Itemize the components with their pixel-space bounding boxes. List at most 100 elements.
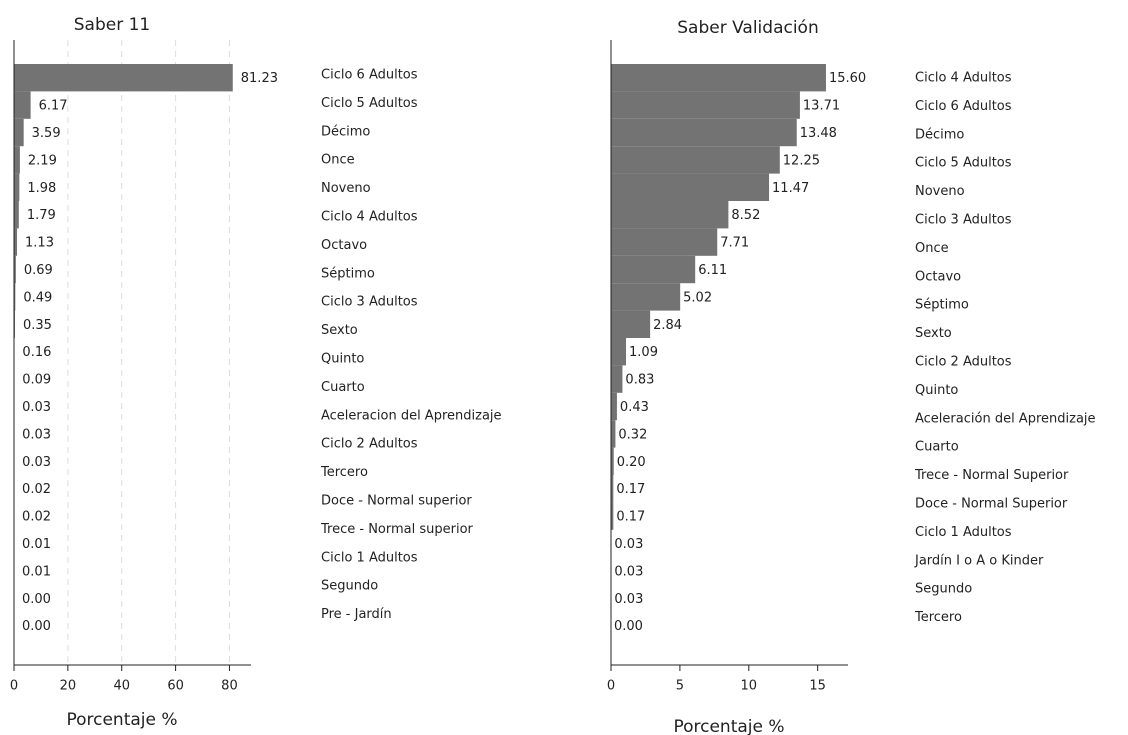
value-label: 0.35 (23, 318, 52, 333)
category-label: Ciclo 3 Adultos (915, 213, 1012, 228)
value-label: 1.13 (25, 236, 54, 251)
value-label: 6.11 (698, 263, 727, 278)
x-axis-title: Porcentaje % (673, 717, 784, 735)
category-label: Doce - Normal superior (321, 494, 472, 509)
x-tick-label: 0 (607, 679, 615, 694)
value-label: 0.16 (22, 345, 51, 360)
category-label: Octavo (321, 238, 367, 253)
category-label: Trece - Normal Superior (914, 468, 1069, 483)
value-label: 1.09 (629, 345, 658, 360)
value-label: 5.02 (683, 290, 712, 305)
category-label: Ciclo 2 Adultos (915, 355, 1012, 370)
value-label: 12.25 (783, 153, 820, 168)
bar (611, 201, 729, 229)
value-label: 3.59 (32, 126, 61, 141)
category-label: Séptimo (915, 298, 969, 313)
value-label: 0.00 (22, 619, 51, 634)
category-label: Séptimo (321, 266, 375, 281)
category-label: Quinto (915, 383, 958, 398)
bar (14, 118, 24, 147)
value-label: 0.09 (22, 373, 51, 388)
value-label: 11.47 (772, 181, 809, 196)
category-label: Ciclo 1 Adultos (915, 525, 1012, 540)
category-label: Sexto (915, 326, 952, 341)
value-label: 7.71 (720, 236, 749, 251)
value-label: 0.20 (617, 455, 646, 470)
category-label: Ciclo 3 Adultos (321, 295, 418, 310)
value-label: 0.03 (22, 427, 51, 442)
category-label: Ciclo 4 Adultos (915, 71, 1012, 86)
x-tick-label: 40 (113, 679, 130, 694)
category-label: Ciclo 6 Adultos (321, 68, 418, 83)
category-label: Aceleracion del Aprendizaje (321, 408, 502, 423)
chart-title: Saber 11 (74, 15, 150, 35)
category-label: Décimo (321, 124, 370, 139)
category-label: Tercero (914, 610, 962, 625)
bar (611, 392, 617, 421)
category-label: Pre - Jardín (321, 607, 392, 622)
category-label: Trece - Normal superior (320, 522, 474, 537)
category-label: Cuarto (321, 380, 365, 395)
bar (611, 91, 800, 119)
value-label: 0.49 (23, 290, 52, 305)
value-label: 0.03 (614, 537, 643, 552)
chart-title: Saber Validación (677, 18, 818, 38)
value-label: 81.23 (241, 71, 278, 86)
bar (14, 228, 18, 256)
x-tick-label: 60 (167, 679, 184, 694)
value-label: 0.03 (22, 455, 51, 470)
value-label: 0.00 (22, 592, 51, 607)
value-label: 2.19 (28, 153, 57, 168)
bar (611, 475, 614, 503)
x-axis-title: Porcentaje % (66, 710, 177, 730)
category-label: Once (321, 153, 355, 168)
bar (611, 420, 616, 448)
category-label: Octavo (915, 269, 961, 284)
bar (611, 228, 718, 256)
category-label: Segundo (321, 579, 378, 594)
category-label: Décimo (915, 127, 964, 142)
bar (611, 255, 696, 284)
bar (611, 118, 797, 147)
value-label: 0.17 (616, 510, 645, 525)
category-label: Cuarto (915, 440, 959, 455)
bar (14, 283, 16, 311)
category-label: Ciclo 1 Adultos (321, 550, 418, 565)
category-label: Ciclo 5 Adultos (321, 96, 418, 111)
x-tick-label: 15 (809, 679, 826, 694)
x-tick-label: 20 (60, 679, 77, 694)
bar (611, 310, 651, 338)
value-label: 6.17 (39, 99, 68, 114)
value-label: 0.69 (24, 263, 53, 278)
category-label: Doce - Normal Superior (915, 497, 1068, 512)
value-label: 1.79 (27, 208, 56, 223)
bar (14, 201, 19, 229)
bar (611, 173, 770, 201)
x-tick-label: 10 (741, 679, 758, 694)
category-label: Ciclo 6 Adultos (915, 99, 1012, 114)
x-tick-label: 0 (10, 679, 18, 694)
category-label: Sexto (321, 323, 358, 338)
category-label: Jardín I o A o Kinder (914, 553, 1044, 568)
value-label: 0.02 (22, 510, 51, 525)
x-tick-label: 80 (221, 679, 238, 694)
bar (14, 173, 20, 201)
bar (611, 447, 614, 475)
value-label: 0.03 (614, 592, 643, 607)
bar (611, 283, 681, 311)
value-label: 0.83 (625, 373, 654, 388)
bar (14, 91, 31, 119)
category-label: Tercero (320, 465, 368, 480)
bar (14, 64, 233, 92)
bar (14, 146, 20, 174)
x-tick-label: 5 (676, 679, 684, 694)
category-label: Noveno (321, 181, 371, 196)
value-label: 0.00 (614, 619, 643, 634)
category-label: Once (915, 241, 949, 256)
value-label: 15.60 (829, 71, 866, 86)
bar (611, 502, 614, 530)
value-label: 13.48 (800, 126, 837, 141)
bar (611, 64, 826, 92)
value-label: 0.02 (22, 482, 51, 497)
